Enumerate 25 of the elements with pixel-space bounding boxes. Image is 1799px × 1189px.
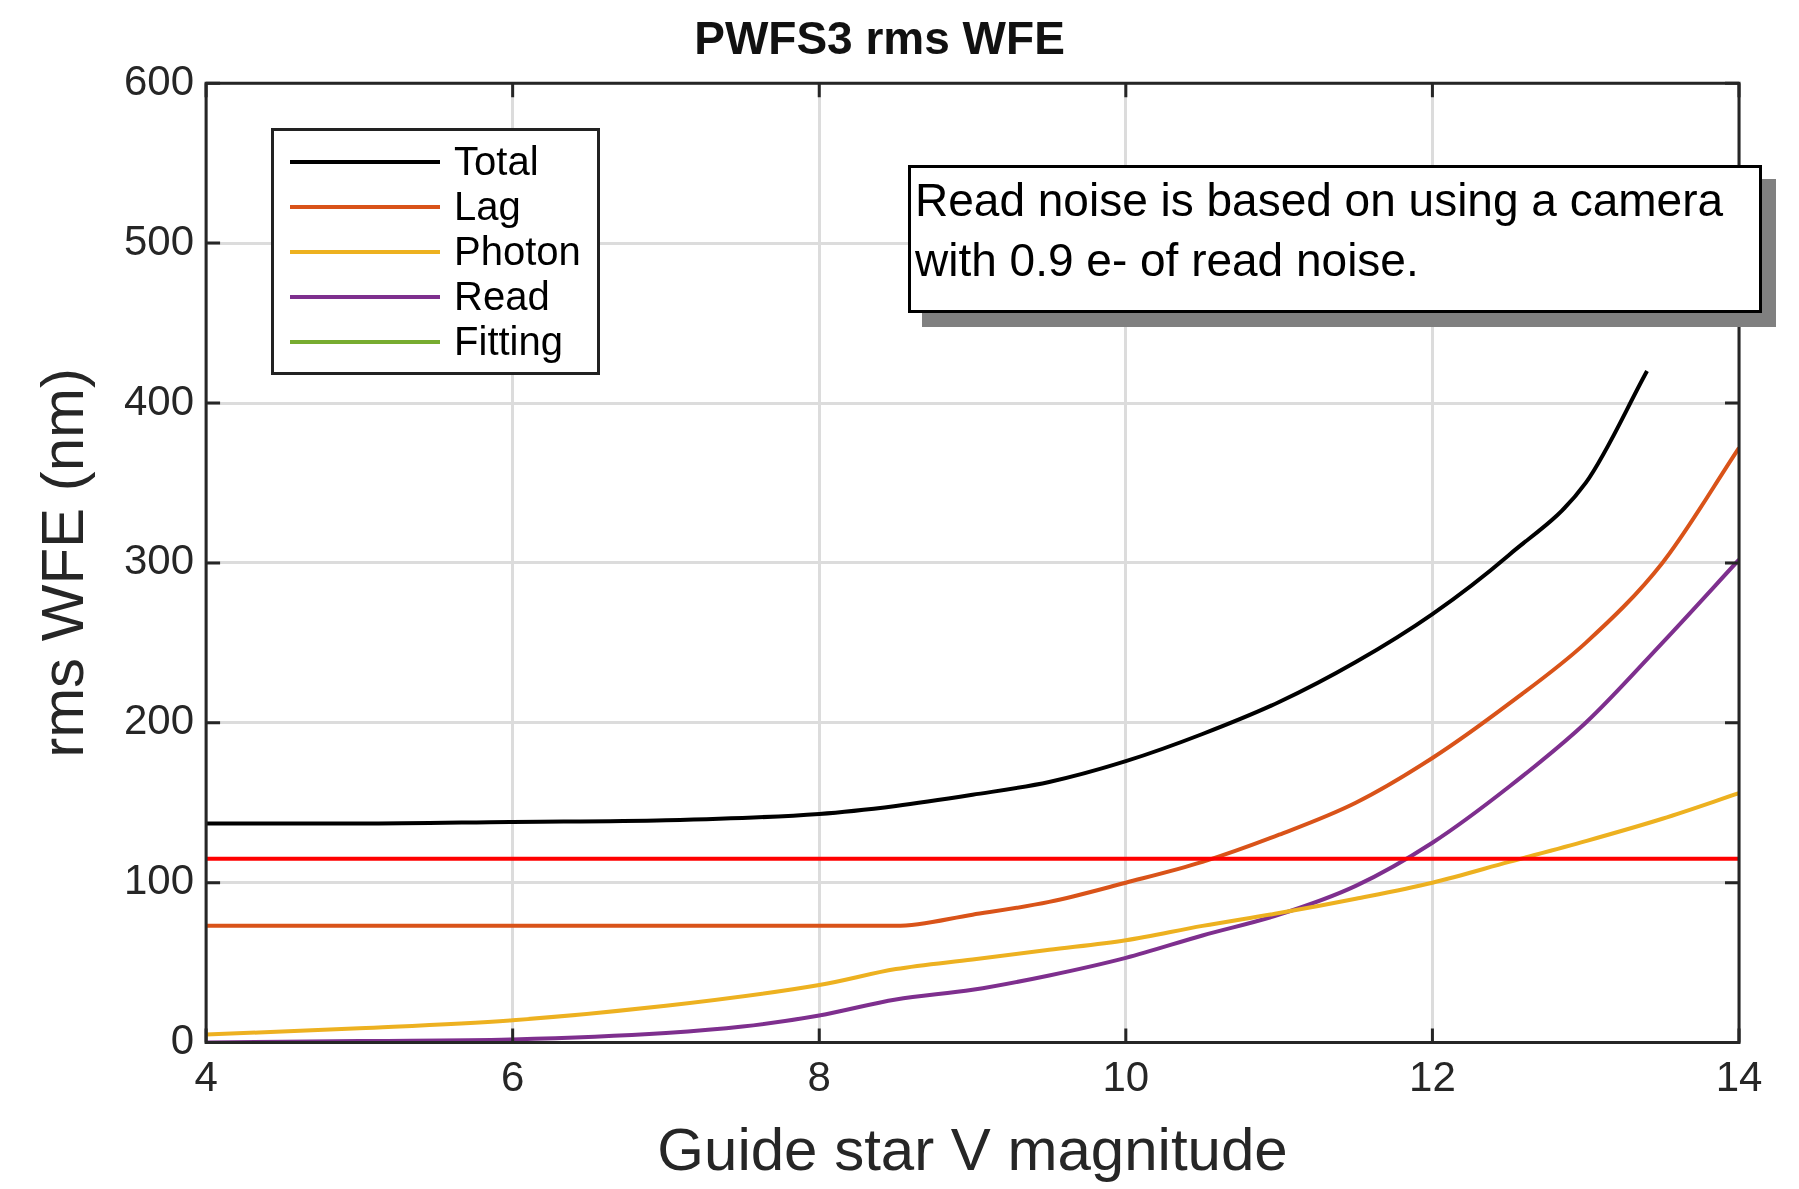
line-series [206,445,1739,928]
x-tick-label: 8 [807,1053,831,1101]
y-tick-label: 600 [124,56,195,104]
y-tick-label: 300 [124,536,195,584]
x-tick-label: 6 [500,1053,525,1101]
y-axis-title: rms WFE (nm) [28,367,96,758]
x-tick-label: 14 [1715,1053,1763,1101]
chart-title: PWFS3 rms WFE [694,12,1065,65]
line-series [206,369,1650,826]
y-tick-label: 400 [124,376,195,424]
x-tick-label: 4 [194,1053,218,1101]
x-tick-label: 12 [1409,1053,1456,1101]
legend-label: Total [454,139,539,185]
y-tick-label: 0 [170,1016,195,1064]
annotation: Read noise is based on using a camera with 0.9 e- of read noise. [908,165,1762,313]
legend-label: Lag [454,184,521,230]
legend-label: Read [454,274,550,320]
y-tick-label: 500 [124,216,195,264]
legend-label: Fitting [454,319,563,365]
x-axis-title: Guide star V magnitude [657,1115,1288,1183]
y-tick-label: 200 [124,696,195,744]
line-series [206,791,1739,1037]
legend-label: Photon [454,229,581,275]
x-tick-label: 10 [1102,1053,1150,1101]
y-tick-label: 100 [124,856,195,904]
